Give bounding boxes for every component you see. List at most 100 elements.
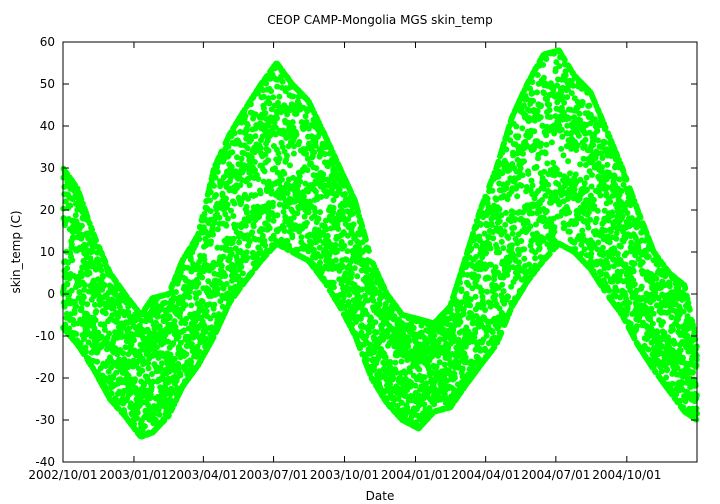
data-point — [161, 417, 168, 424]
data-point — [134, 415, 141, 422]
data-point — [340, 293, 347, 300]
data-point — [220, 253, 227, 260]
data-point — [334, 248, 340, 255]
data-point — [509, 230, 516, 237]
data-point — [274, 115, 280, 122]
data-point — [541, 90, 547, 97]
data-point — [207, 189, 214, 196]
data-point — [149, 371, 155, 377]
data-point — [304, 167, 311, 174]
data-point — [167, 391, 174, 398]
data-point — [84, 301, 91, 308]
data-point — [98, 267, 105, 274]
data-point — [398, 358, 405, 365]
data-point — [502, 221, 509, 228]
data-point — [487, 245, 494, 252]
data-point — [315, 215, 322, 222]
data-point — [127, 387, 134, 394]
data-point — [342, 191, 349, 197]
data-point — [533, 163, 540, 170]
data-point — [373, 329, 380, 336]
data-point — [269, 199, 276, 206]
data-point — [268, 88, 275, 95]
data-point — [289, 234, 296, 241]
data-point — [120, 350, 127, 357]
data-point — [332, 257, 339, 264]
data-point — [281, 228, 288, 234]
data-point — [171, 318, 178, 325]
data-point — [228, 207, 234, 214]
data-point — [505, 235, 512, 241]
data-point — [102, 310, 109, 317]
data-point — [330, 204, 337, 211]
data-point — [183, 315, 190, 322]
data-point — [529, 79, 536, 85]
data-point — [218, 262, 225, 269]
data-point — [222, 273, 229, 279]
data-point — [117, 329, 124, 336]
data-point — [266, 225, 273, 232]
data-point — [167, 351, 174, 358]
data-point — [93, 237, 99, 244]
data-point — [152, 319, 159, 326]
data-point — [64, 281, 71, 288]
data-point — [297, 178, 304, 185]
data-point — [145, 360, 152, 367]
data-point — [62, 321, 69, 328]
data-point — [244, 122, 251, 129]
data-point — [74, 206, 81, 213]
data-point — [257, 145, 264, 152]
data-point — [298, 234, 305, 241]
data-point — [125, 364, 132, 371]
data-point — [317, 209, 324, 216]
data-point — [147, 391, 154, 398]
data-point — [540, 74, 547, 81]
data-point — [317, 259, 323, 266]
data-point — [300, 193, 307, 200]
data-point — [87, 288, 94, 295]
data-point — [519, 125, 526, 132]
data-point — [529, 182, 536, 189]
data-point — [462, 354, 469, 361]
data-point — [223, 222, 230, 229]
data-point — [132, 376, 138, 383]
data-point — [101, 326, 108, 333]
data-point — [77, 340, 84, 347]
data-point — [492, 264, 499, 271]
data-point — [538, 140, 545, 147]
data-point — [412, 382, 419, 389]
data-point — [330, 284, 337, 291]
data-point — [372, 319, 379, 326]
data-point — [238, 263, 245, 270]
data-point — [195, 280, 202, 287]
data-point — [247, 101, 254, 108]
data-point — [511, 224, 518, 231]
data-point — [110, 304, 117, 311]
data-point — [441, 361, 448, 368]
data-point — [106, 330, 113, 337]
data-point — [275, 150, 282, 157]
data-point — [270, 94, 277, 101]
data-point — [477, 221, 484, 227]
data-point — [214, 226, 221, 233]
data-point — [534, 89, 540, 96]
data-point — [482, 307, 489, 313]
data-point — [521, 246, 528, 253]
data-point — [75, 295, 82, 301]
data-point — [531, 128, 538, 135]
data-point — [289, 119, 296, 126]
data-point — [320, 171, 327, 178]
data-point — [196, 289, 202, 296]
data-point — [538, 102, 544, 109]
data-point — [332, 241, 339, 248]
data-point — [175, 333, 182, 340]
data-point — [139, 367, 146, 374]
data-point — [479, 287, 486, 294]
data-point — [520, 150, 526, 157]
data-point — [238, 155, 245, 162]
data-point — [80, 294, 87, 301]
data-point — [95, 258, 102, 265]
data-point — [242, 222, 249, 229]
data-point — [265, 157, 272, 164]
data-point — [243, 249, 250, 256]
